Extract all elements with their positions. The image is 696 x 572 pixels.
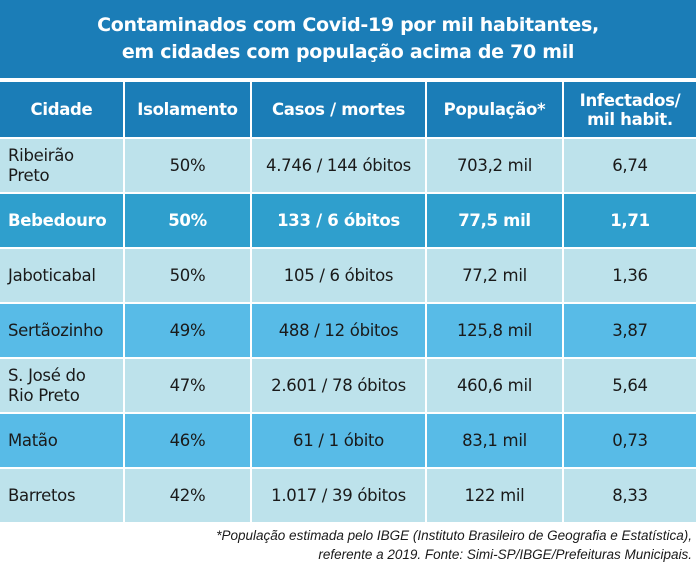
cell-casos: 488 / 12 óbitos <box>252 304 425 357</box>
header-cidade: Cidade <box>0 82 123 137</box>
cell-isolamento: 42% <box>125 469 250 522</box>
cell-populacao: 125,8 mil <box>427 304 562 357</box>
cell-populacao: 703,2 mil <box>427 139 562 192</box>
cell-populacao: 122 mil <box>427 469 562 522</box>
footnote-line-1: *População estimada pelo IBGE (Instituto… <box>216 528 692 543</box>
cell-casos: 61 / 1 óbito <box>252 414 425 467</box>
cell-isolamento: 50% <box>125 194 250 247</box>
cell-cidade: S. José do Rio Preto <box>0 359 123 412</box>
table-row: Sertãozinho 49% 488 / 12 óbitos 125,8 mil 3,… <box>0 304 696 357</box>
header-infectados: Infectados/ mil habit. <box>564 82 696 137</box>
covid-table: Cidade Isolamento Casos / mortes Populaç… <box>0 80 696 524</box>
table-row: Bebedouro 50% 133 / 6 óbitos 77,5 mil 1,71 <box>0 194 696 247</box>
cell-cidade: Sertãozinho <box>0 304 123 357</box>
cell-populacao: 77,2 mil <box>427 249 562 302</box>
cell-casos: 105 / 6 óbitos <box>252 249 425 302</box>
cell-cidade: Bebedouro <box>0 194 123 247</box>
cell-casos: 1.017 / 39 óbitos <box>252 469 425 522</box>
cell-infectados: 0,73 <box>564 414 696 467</box>
cell-infectados: 3,87 <box>564 304 696 357</box>
table-row: Barretos 42% 1.017 / 39 óbitos 122 mil 8,33 <box>0 469 696 522</box>
cell-isolamento: 47% <box>125 359 250 412</box>
cell-casos: 4.746 / 144 óbitos <box>252 139 425 192</box>
table-row: Jaboticabal 50% 105 / 6 óbitos 77,2 mil 1,36 <box>0 249 696 302</box>
table-row: Ribeirão Preto 50% 4.746 / 144 óbitos 703,2… <box>0 139 696 192</box>
cell-infectados: 8,33 <box>564 469 696 522</box>
header-populacao: População* <box>427 82 562 137</box>
cell-isolamento: 49% <box>125 304 250 357</box>
table-row: Matão 46% 61 / 1 óbito 83,1 mil 0,73 <box>0 414 696 467</box>
cell-casos: 2.601 / 78 óbitos <box>252 359 425 412</box>
table-row: S. José do Rio Preto 47% 2.601 / 78 óbitos… <box>0 359 696 412</box>
cell-infectados: 5,64 <box>564 359 696 412</box>
header-row: Cidade Isolamento Casos / mortes Populaç… <box>0 82 696 137</box>
cell-populacao: 83,1 mil <box>427 414 562 467</box>
footnote-line-2: referente a 2019. Fonte: Simi-SP/IBGE/Pr… <box>318 547 692 562</box>
cell-infectados: 1,36 <box>564 249 696 302</box>
title-line-1: Contaminados com Covid-19 por mil habita… <box>97 14 599 36</box>
cell-cidade: Jaboticabal <box>0 249 123 302</box>
footnote: *População estimada pelo IBGE (Instituto… <box>216 526 692 564</box>
title-line-2: em cidades com população acima de 70 mil <box>121 41 575 63</box>
cell-isolamento: 50% <box>125 139 250 192</box>
cell-cidade: Ribeirão Preto <box>0 139 123 192</box>
cell-casos: 133 / 6 óbitos <box>252 194 425 247</box>
cell-infectados: 1,71 <box>564 194 696 247</box>
table-title: Contaminados com Covid-19 por mil habita… <box>0 0 696 78</box>
cell-cidade: Matão <box>0 414 123 467</box>
cell-cidade: Barretos <box>0 469 123 522</box>
header-casos: Casos / mortes <box>252 82 425 137</box>
cell-isolamento: 46% <box>125 414 250 467</box>
cell-infectados: 6,74 <box>564 139 696 192</box>
cell-isolamento: 50% <box>125 249 250 302</box>
header-isolamento: Isolamento <box>125 82 250 137</box>
cell-populacao: 77,5 mil <box>427 194 562 247</box>
cell-populacao: 460,6 mil <box>427 359 562 412</box>
